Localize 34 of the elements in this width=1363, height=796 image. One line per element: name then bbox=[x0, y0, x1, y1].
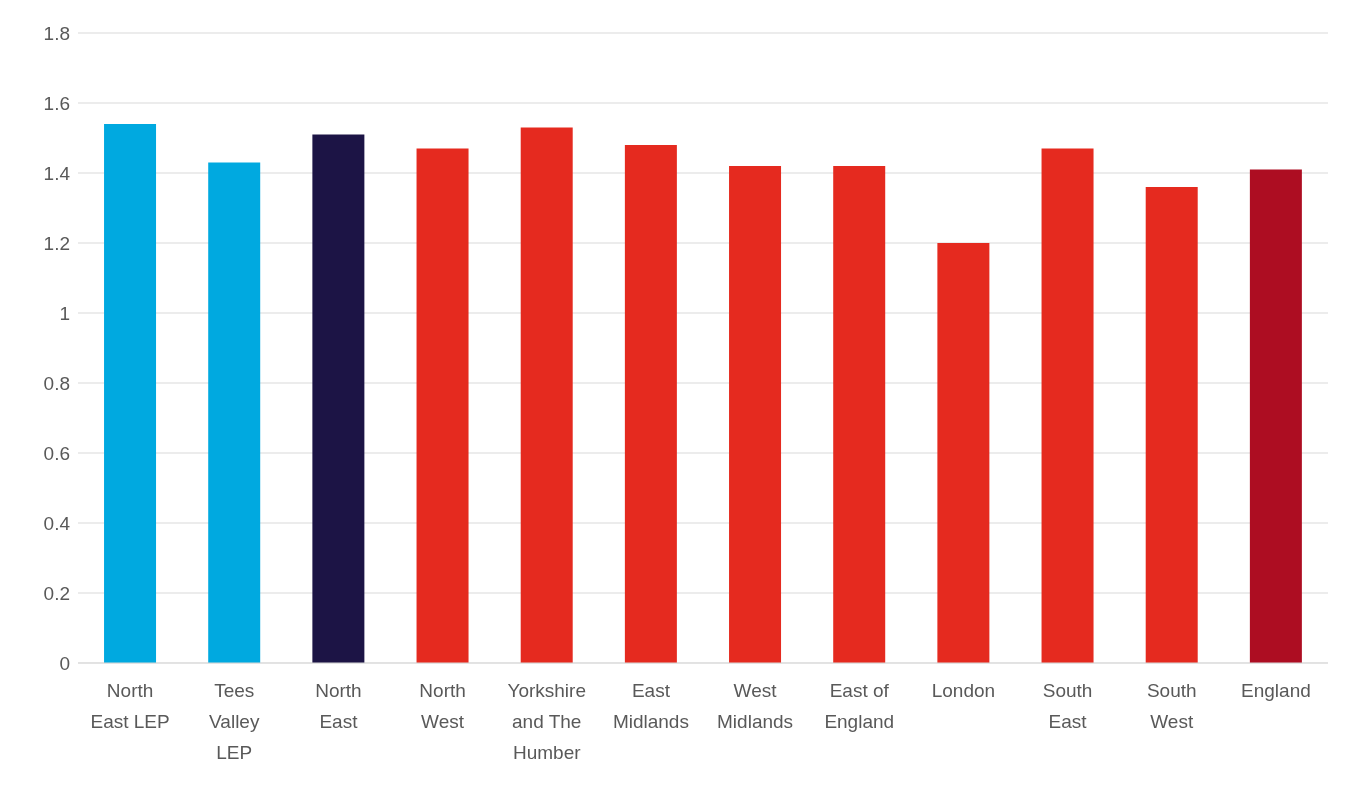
bar bbox=[1041, 148, 1094, 663]
bar bbox=[312, 134, 365, 663]
y-tick-label: 0.6 bbox=[43, 442, 70, 464]
y-tick-label: 0.2 bbox=[43, 582, 70, 604]
bar bbox=[1145, 187, 1198, 663]
x-tick-label: West Midlands bbox=[717, 680, 794, 732]
bar bbox=[624, 145, 677, 663]
x-tick-label: North East bbox=[315, 680, 362, 732]
y-tick-label: 1.8 bbox=[43, 22, 70, 44]
x-tick-label: North East LEP bbox=[90, 680, 170, 732]
y-tick-label: 0.8 bbox=[43, 372, 70, 394]
bar bbox=[520, 127, 573, 663]
x-tick-label: East Midlands bbox=[612, 680, 689, 732]
y-tick-label: 1.2 bbox=[43, 232, 70, 254]
x-tick-label: Yorkshire and The Humber bbox=[507, 680, 587, 763]
x-tick-label: South West bbox=[1146, 680, 1197, 732]
bar bbox=[833, 166, 886, 663]
bar bbox=[208, 162, 261, 663]
bar bbox=[416, 148, 469, 663]
x-tick-label: East of England bbox=[824, 680, 895, 732]
x-tick-label: Tees Valley LEP bbox=[209, 680, 260, 763]
bar bbox=[937, 243, 990, 663]
y-tick-label: 1 bbox=[59, 302, 70, 324]
bar bbox=[104, 124, 157, 663]
x-tick-label: North West bbox=[419, 680, 466, 732]
y-tick-label: 1.6 bbox=[43, 92, 70, 114]
x-tick-label: South East bbox=[1042, 680, 1093, 732]
x-tick-label: England bbox=[1241, 680, 1311, 701]
bar bbox=[1249, 169, 1302, 663]
y-tick-label: 1.4 bbox=[43, 162, 71, 184]
x-tick-label: London bbox=[931, 680, 996, 701]
bar bbox=[729, 166, 782, 663]
y-tick-label: 0 bbox=[59, 652, 70, 674]
y-tick-label: 0.4 bbox=[43, 512, 71, 534]
